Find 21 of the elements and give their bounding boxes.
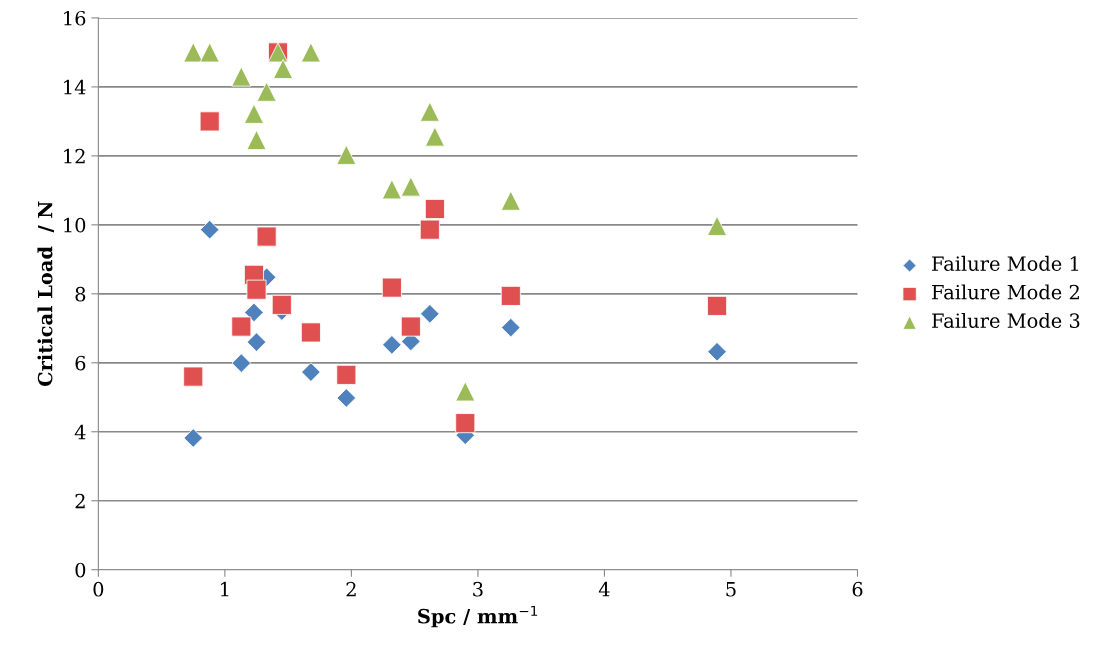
y-tick-label: 4 (74, 424, 86, 440)
x-tick-label: 0 (93, 581, 104, 597)
y-tick-label: 2 (75, 493, 85, 509)
x-tick-label: 6 (852, 581, 863, 597)
x-tick-label: 5 (726, 582, 736, 597)
y-tick-label: 14 (64, 79, 86, 95)
legend-label: Failure Mode 2 (932, 284, 1079, 300)
legend-label: Failure Mode 1 (932, 255, 1079, 271)
x-tick-label: 3 (473, 581, 483, 597)
x-tick-label: 4 (598, 581, 610, 597)
y-tick-label: 6 (75, 355, 86, 371)
y-tick-label: 0 (75, 562, 86, 578)
x-tick-label: 1 (221, 581, 229, 597)
x-axis-title: Spc / mm$^{−1}$ (418, 605, 538, 628)
x-tick-label: 2 (346, 581, 356, 597)
y-axis-title: Critical Load / N (37, 201, 54, 387)
y-tick-label: 8 (75, 286, 86, 302)
legend-label: Failure Mode 3 (932, 312, 1080, 328)
y-tick-label: 16 (64, 10, 86, 26)
y-tick-label: 10 (64, 217, 86, 233)
y-tick-label: 12 (64, 148, 85, 164)
